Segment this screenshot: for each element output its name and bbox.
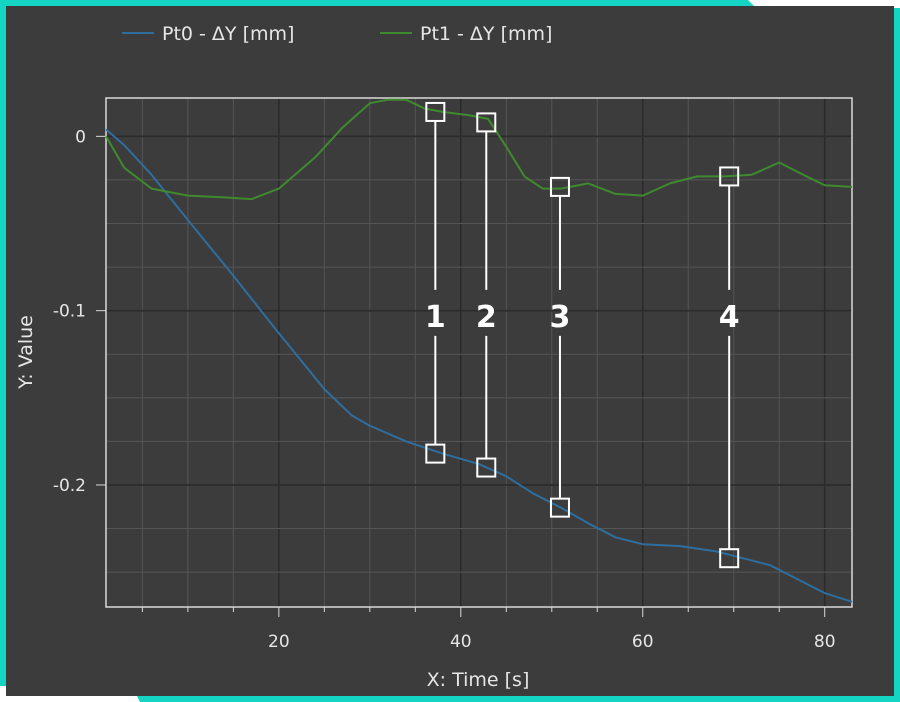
x-axis-label: X: Time [s] bbox=[427, 669, 530, 691]
legend-entry-0: Pt0 - ΔY [mm] bbox=[162, 23, 294, 45]
x-tick-label: 60 bbox=[632, 632, 654, 652]
series-lines bbox=[105, 98, 853, 603]
annotation-label: 3 bbox=[550, 300, 571, 335]
annotation-marker-bottom bbox=[719, 548, 740, 569]
annotation-marker-top bbox=[719, 166, 740, 187]
legend: Pt0 - ΔY [mm] Pt1 - ΔY [mm] bbox=[122, 23, 552, 45]
annotation-label: 1 bbox=[425, 300, 446, 335]
annotation-label: 2 bbox=[476, 300, 497, 335]
x-tick-label: 20 bbox=[268, 632, 290, 652]
plot-border bbox=[105, 97, 853, 608]
grid-lines bbox=[106, 98, 852, 607]
axes: 20 40 60 80 0 -0.1 -0.2 bbox=[53, 97, 853, 652]
y-tick-label: 0 bbox=[75, 127, 86, 147]
plot-background bbox=[6, 6, 894, 696]
annotation-marker-top bbox=[549, 176, 570, 197]
annotation-marker-top bbox=[425, 101, 446, 122]
x-tick-label: 40 bbox=[450, 632, 472, 652]
annotation-marker-bottom bbox=[476, 457, 497, 478]
y-tick-label: -0.1 bbox=[53, 302, 86, 322]
y-tick-label: -0.2 bbox=[53, 476, 86, 496]
x-tick-label: 80 bbox=[814, 632, 836, 652]
y-axis-label: Y: Value bbox=[15, 315, 37, 390]
annotation-marker-bottom bbox=[549, 497, 570, 518]
annotation-label: 4 bbox=[719, 300, 740, 335]
legend-entry-1: Pt1 - ΔY [mm] bbox=[420, 23, 552, 45]
annotation-marker-top bbox=[476, 112, 497, 133]
annotation-marker-bottom bbox=[425, 443, 446, 464]
series-line-0 bbox=[105, 128, 853, 603]
series-line-1 bbox=[105, 98, 853, 201]
